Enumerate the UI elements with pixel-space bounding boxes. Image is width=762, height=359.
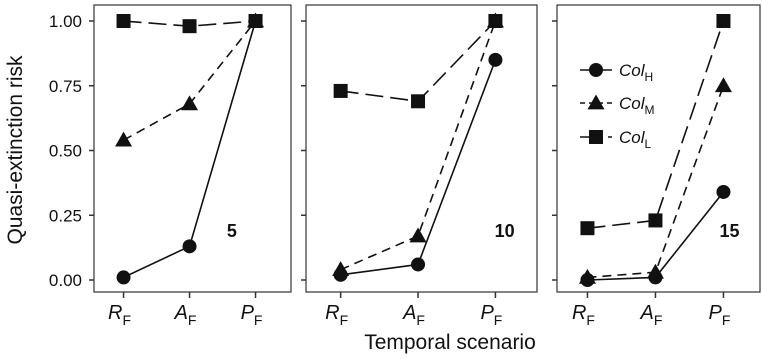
data-point-H [716, 184, 731, 199]
data-point-L [648, 213, 663, 228]
y-tick-label: 0.00 [49, 271, 82, 290]
series-line-L [340, 20, 496, 103]
series-line-M [587, 85, 725, 279]
panel-frame [556, 4, 761, 293]
data-point-M [578, 268, 596, 284]
x-tick-label: PF [480, 302, 502, 328]
x-tick-label: AF [640, 302, 663, 328]
x-tick-label: AF [402, 302, 425, 328]
legend-label-L: ColL [619, 128, 652, 151]
data-point-L [333, 83, 348, 98]
data-point-L [182, 19, 197, 34]
data-point-L [488, 14, 503, 28]
legend-label-H: ColH [619, 61, 653, 84]
legend-marker-M [587, 94, 605, 110]
data-point-M [332, 261, 350, 277]
data-point-L [116, 14, 131, 28]
panel-label: 15 [720, 221, 740, 241]
panel-frame [93, 4, 292, 293]
y-tick-label: 0.25 [49, 206, 82, 225]
series-line-H [340, 59, 497, 276]
x-tick-label: AF [174, 302, 197, 328]
x-tick-label: PF [241, 302, 263, 328]
data-point-H [488, 52, 503, 67]
data-point-L [716, 14, 731, 28]
y-tick-label: 0.50 [49, 142, 82, 161]
data-point-L [411, 94, 426, 109]
data-point-M [409, 227, 427, 243]
y-axis-title: Quasi-extinction risk [4, 55, 27, 245]
series-line-L [587, 20, 725, 229]
x-tick-label: PF [709, 302, 731, 328]
panel-label: 10 [495, 221, 515, 241]
panel-1: RF AF PF 5 [89, 4, 292, 328]
data-point-H [182, 239, 197, 254]
panel-label: 5 [227, 221, 237, 241]
data-point-H [411, 257, 426, 272]
data-point-L [248, 14, 263, 28]
x-axis-title: Temporal scenario [364, 331, 536, 354]
data-point-M [714, 77, 732, 93]
legend-marker-H [589, 63, 603, 77]
data-point-M [646, 263, 664, 279]
x-tick-label: RF [572, 302, 595, 328]
panels: RF AF PF 5 RF AF PF 10 RF AF PF 15 ColH ColM ColL [89, 4, 761, 328]
y-tick-label: 0.75 [49, 77, 82, 96]
legend-marker-L [589, 130, 603, 144]
series-line-M [123, 20, 257, 141]
data-point-M [115, 131, 133, 147]
data-point-H [116, 270, 131, 285]
x-tick-label: RF [325, 302, 348, 328]
legend-label-M: ColM [619, 94, 655, 117]
y-axis: 0.00 0.25 0.50 0.75 1.00 [49, 12, 82, 290]
data-point-L [580, 221, 595, 236]
data-point-M [181, 95, 199, 111]
legend: ColH ColM ColL [580, 61, 655, 151]
panel-2: RF AF PF 10 [301, 4, 538, 328]
panel-3: RF AF PF 15 ColH ColM ColL [552, 4, 761, 328]
y-tick-label: 1.00 [49, 12, 82, 31]
panel-frame [305, 4, 538, 293]
x-tick-label: RF [108, 302, 131, 328]
